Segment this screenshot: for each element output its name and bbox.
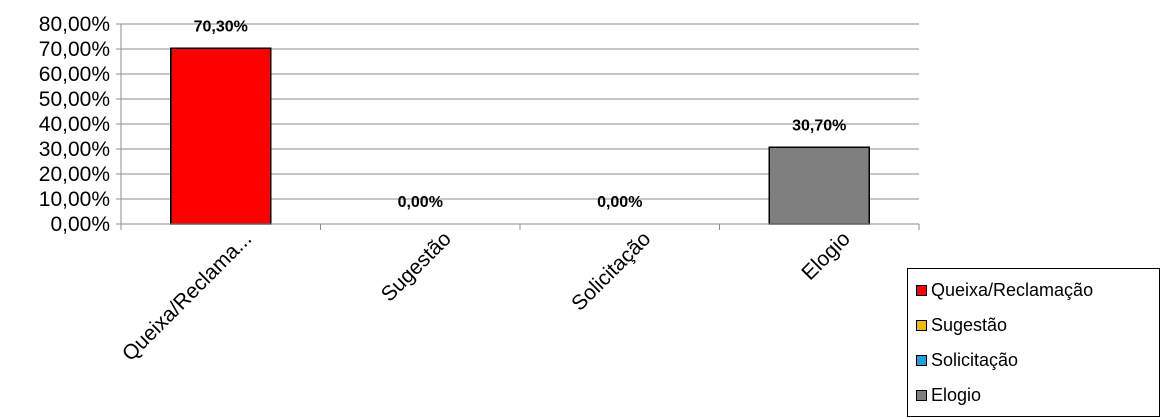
data-label: 0,00%: [597, 194, 642, 211]
y-tick-label: 30,00%: [39, 138, 110, 161]
y-tick-label: 40,00%: [39, 113, 110, 136]
y-tick-label: 0,00%: [50, 213, 110, 236]
bar: [170, 47, 272, 225]
axes: [116, 23, 920, 230]
data-label: 0,00%: [398, 194, 443, 211]
x-category-label: Solicitação: [567, 227, 655, 315]
x-axis-category-labels: Queixa/Reclama... Sugestão Solicitação Elog…: [118, 227, 855, 365]
legend-label: Sugestão: [931, 314, 1008, 335]
x-category-label: Queixa/Reclama...: [118, 227, 256, 365]
legend-swatch-solicitacao: [916, 354, 927, 366]
legend-item-elogio: Elogio: [916, 382, 981, 408]
x-category-label: Elogio: [797, 227, 855, 285]
legend-swatch-queixa: [916, 284, 927, 296]
legend-item-queixa: Queixa/Reclamação: [916, 277, 1093, 303]
legend-label: Queixa/Reclamação: [931, 279, 1094, 300]
legend-label: Elogio: [931, 384, 982, 405]
y-tick-label: 50,00%: [39, 88, 110, 111]
y-tick-label: 80,00%: [39, 13, 110, 36]
legend: Queixa/Reclamação Sugestão Solicitação E…: [907, 268, 1160, 417]
legend-item-sugestao: Sugestão: [916, 312, 1007, 338]
y-axis-tick-labels: 0,00%10,00%20,00%30,00%40,00%50,00%60,00…: [39, 13, 110, 236]
y-tick-label: 70,00%: [39, 38, 110, 61]
data-label: 70,30%: [194, 18, 248, 35]
bars: [170, 47, 870, 225]
legend-swatch-sugestao: [916, 319, 927, 331]
data-labels: 70,30% 0,00% 0,00% 30,70%: [194, 18, 847, 211]
legend-label: Solicitação: [931, 349, 1019, 370]
legend-swatch-elogio: [916, 389, 927, 401]
x-category-label: Sugestão: [377, 227, 456, 306]
y-tick-label: 60,00%: [39, 63, 110, 86]
legend-item-solicitacao: Solicitação: [916, 347, 1018, 373]
y-tick-label: 20,00%: [39, 163, 110, 186]
data-label: 30,70%: [792, 117, 846, 134]
y-tick-label: 10,00%: [39, 188, 110, 211]
bar: [768, 146, 870, 225]
